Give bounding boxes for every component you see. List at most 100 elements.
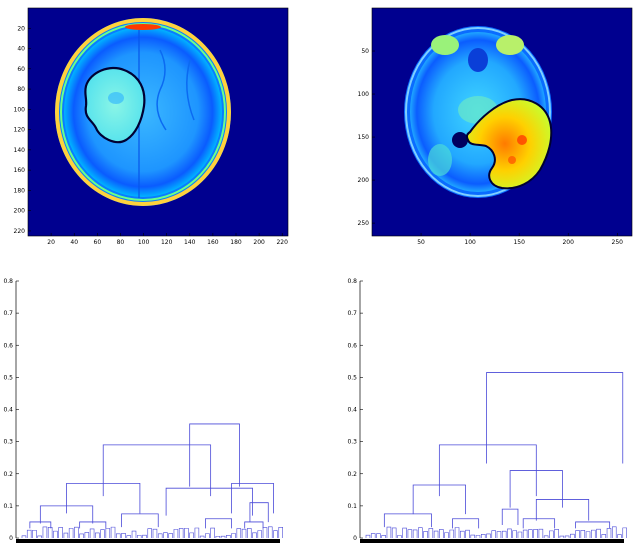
x-tick-label: 60 xyxy=(94,239,102,246)
x-tick-label: 250 xyxy=(612,239,624,246)
dendrogram-link xyxy=(535,499,590,521)
y-tick-label: 0.3 xyxy=(3,439,13,446)
dendrogram-link xyxy=(32,529,37,538)
dendrogram-link xyxy=(460,530,465,538)
dendrogram-link xyxy=(110,526,116,538)
dendrogram-link xyxy=(470,534,476,538)
tumor-contour xyxy=(465,98,553,190)
dendrogram-link xyxy=(606,528,612,538)
axes-frame xyxy=(371,7,633,237)
y-tick-label: 180 xyxy=(14,187,26,194)
dendrogram-link xyxy=(412,484,466,515)
dendrogram-link xyxy=(517,531,523,538)
dendrogram-link xyxy=(480,534,486,538)
y-tick-label: 0.4 xyxy=(347,407,357,414)
axes-frame xyxy=(27,7,289,237)
heatmap-axes-1: 20 40 60 80 100 120 140 160 180 200 220 20 40 60 80 100… xyxy=(14,7,289,246)
dendrogram-link xyxy=(68,528,74,538)
mri-panel-right xyxy=(372,8,632,236)
dendrogram-link xyxy=(528,529,533,538)
dendrogram-link xyxy=(391,527,397,538)
dendrogram-link xyxy=(29,521,52,529)
dendrogram-link xyxy=(433,530,439,538)
dendrogram-link xyxy=(444,532,449,538)
y-tick-label: 0.6 xyxy=(347,342,357,349)
dendrogram-link xyxy=(412,529,418,538)
y-tick-label: 0 xyxy=(353,535,357,542)
x-tick-label: 150 xyxy=(513,239,525,246)
y-tick-label: 140 xyxy=(14,147,26,154)
dendrogram-link xyxy=(397,535,402,538)
dendrogram-link xyxy=(194,527,200,538)
y-tick-label: 0.5 xyxy=(347,374,357,381)
dendrogram-link xyxy=(241,528,247,538)
dendrogram-link xyxy=(454,527,460,538)
dendrogram-link xyxy=(89,528,95,538)
dendrogram-link xyxy=(543,535,549,538)
dendrogram-link xyxy=(509,470,563,508)
dendrogram-link xyxy=(407,529,413,538)
dendrogram-link xyxy=(147,528,152,538)
dendrogram-link xyxy=(486,372,624,464)
leaf-label-band xyxy=(360,539,624,543)
dendrogram-link xyxy=(79,533,84,538)
y-tick-label: 80 xyxy=(17,86,25,93)
dendrogram-link xyxy=(131,530,137,538)
dendrogram-link xyxy=(601,534,607,538)
y-tick-label: 0.7 xyxy=(3,310,13,317)
dendrogram-link xyxy=(522,529,528,538)
dendrogram-link xyxy=(126,535,132,538)
dendrogram-link xyxy=(622,527,627,538)
y-tick-label: 0.7 xyxy=(347,310,357,317)
x-tick-label: 20 xyxy=(47,239,55,246)
dendrogram-link xyxy=(168,533,173,538)
dendrogram-link xyxy=(559,535,565,538)
dendrogram-link xyxy=(244,521,264,529)
dendrogram-link xyxy=(173,529,179,538)
dendrogram-link xyxy=(370,533,376,538)
dendrogram-link xyxy=(376,533,381,538)
dendrogram-link xyxy=(501,508,519,525)
y-tick-label: 0.5 xyxy=(3,374,13,381)
dendrogram-link xyxy=(26,529,32,538)
dendrogram-link xyxy=(449,529,455,538)
dendrogram-link xyxy=(152,528,158,538)
dendrogram-link xyxy=(533,529,538,538)
x-tick-label: 120 xyxy=(161,239,173,246)
y-tick-label: 150 xyxy=(358,134,370,141)
dendrogram-link xyxy=(184,527,189,538)
dendrogram-link xyxy=(512,530,517,538)
y-tick-label: 0.6 xyxy=(3,342,13,349)
y-tick-label: 20 xyxy=(17,25,25,32)
x-tick-label: 40 xyxy=(70,239,78,246)
dendrogram-link xyxy=(585,531,591,538)
y-tick-label: 0.8 xyxy=(3,278,13,285)
dendrogram-link xyxy=(423,531,428,538)
dendrogram-link xyxy=(549,530,554,538)
dendrogram-link xyxy=(383,513,432,528)
x-tick-label: 200 xyxy=(562,239,574,246)
dendrogram-link xyxy=(278,527,283,538)
x-tick-label: 100 xyxy=(464,239,476,246)
dendrogram-link xyxy=(236,528,242,538)
x-tick-label: 80 xyxy=(117,239,125,246)
y-tick-label: 100 xyxy=(358,91,370,98)
y-tick-label: 0.4 xyxy=(3,407,13,414)
x-tick-label: 180 xyxy=(230,239,242,246)
y-tick-label: 40 xyxy=(17,46,25,53)
dendrogram-2: 0 0.1 0.2 0.3 0.4 0.5 0.6 0.7 0.8 xyxy=(347,278,627,543)
dendrogram-link xyxy=(58,527,63,538)
dendrogram-link xyxy=(142,534,147,538)
y-tick-label: 200 xyxy=(358,177,370,184)
dendrogram-link xyxy=(215,535,221,538)
dendrogram-1: 0 0.1 0.2 0.3 0.4 0.5 0.6 0.7 0.8 xyxy=(3,278,283,543)
dendrogram-link xyxy=(37,535,42,538)
dendrogram-link xyxy=(47,527,53,538)
dendrogram-link xyxy=(475,535,481,538)
dendrogram-link xyxy=(554,529,559,538)
dendrogram-link xyxy=(165,487,253,516)
dendrogram-link xyxy=(39,505,94,524)
dendrogram-link xyxy=(496,531,502,538)
dendrogram-link xyxy=(465,529,470,538)
x-tick-label: 50 xyxy=(417,239,425,246)
